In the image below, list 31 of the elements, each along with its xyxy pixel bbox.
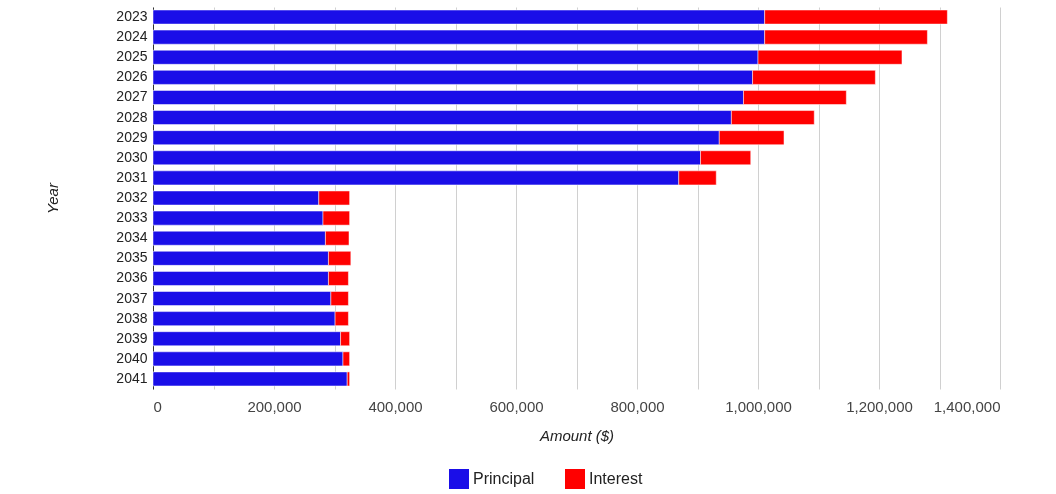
- y-tick-label: 2040: [116, 349, 148, 366]
- y-tick-label: 2031: [116, 168, 148, 185]
- x-tick-label: 400,000: [368, 397, 423, 415]
- x-tick-label: 1,200,000: [846, 397, 913, 415]
- x-tick-label: 0: [153, 397, 162, 415]
- y-tick-label: 2035: [116, 249, 148, 266]
- y-tick-label: 2024: [116, 28, 148, 45]
- x-tick-label: 200,000: [247, 397, 302, 415]
- y-tick-label: 2023: [116, 8, 148, 25]
- x-tick-label: 1,400,000: [933, 397, 1001, 415]
- x-tick-label: 1,000,000: [725, 397, 792, 415]
- y-tick-label: 2032: [116, 189, 148, 205]
- y-tick-label: 2028: [116, 108, 148, 125]
- y-tick-label: 2027: [116, 88, 148, 105]
- x-tick-label: 600,000: [489, 397, 544, 415]
- y-tick-label: 2029: [116, 128, 148, 145]
- y-tick-label: 2041: [116, 369, 148, 386]
- y-tick-label: 2033: [116, 209, 148, 226]
- x-tick-label: 800,000: [610, 397, 665, 415]
- y-axis-title: Year: [44, 182, 62, 214]
- y-tick-label: 2037: [116, 289, 148, 306]
- x-axis-title: Amount ($): [538, 426, 615, 444]
- y-tick-label: 2025: [116, 48, 148, 65]
- y-tick-label: 2034: [116, 229, 148, 246]
- y-tick-label: 2030: [116, 148, 148, 165]
- legend-label: Principal: [473, 470, 535, 487]
- y-tick-label: 2026: [116, 68, 148, 85]
- legend-label: Interest: [589, 470, 643, 487]
- y-tick-label: 2039: [116, 329, 148, 346]
- y-tick-label: 2038: [116, 309, 148, 326]
- y-tick-label: 2036: [116, 269, 148, 286]
